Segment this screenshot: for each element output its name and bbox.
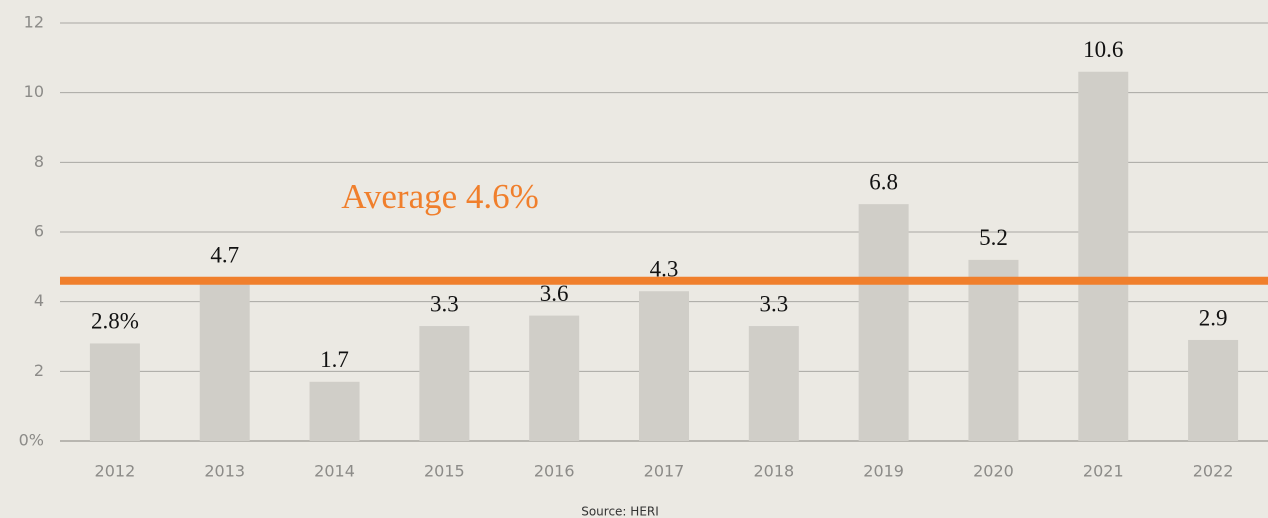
- data-label: 6.8: [869, 169, 898, 194]
- x-tick-label: 2019: [863, 462, 904, 481]
- data-label: 1.7: [320, 347, 349, 372]
- y-tick-label: 2: [34, 361, 44, 380]
- bar: [968, 259, 1019, 441]
- data-label: 10.6: [1083, 37, 1123, 62]
- y-tick-label: 8: [34, 152, 44, 171]
- x-tick-label: 2022: [1193, 462, 1234, 481]
- y-tick-label: 10: [24, 82, 44, 101]
- bar: [639, 291, 689, 441]
- bar: [89, 343, 140, 441]
- data-label: 3.6: [540, 281, 569, 306]
- x-tick-label: 2021: [1083, 462, 1124, 481]
- data-label: 2.8%: [91, 309, 139, 334]
- data-label: 3.3: [430, 291, 459, 316]
- data-label: 3.3: [759, 291, 788, 316]
- x-tick-label: 2020: [973, 462, 1014, 481]
- bar: [858, 204, 909, 441]
- bar: [419, 326, 470, 441]
- bar: [529, 315, 580, 441]
- x-tick-label: 2014: [314, 462, 355, 481]
- data-label: 4.7: [210, 243, 239, 268]
- y-tick-label: 0%: [19, 431, 44, 450]
- y-tick-label: 6: [34, 222, 44, 241]
- source-note: Source: HERI: [581, 505, 659, 518]
- x-tick-label: 2015: [424, 462, 465, 481]
- bar: [309, 381, 360, 441]
- y-tick-label: 4: [34, 291, 44, 310]
- bar: [1078, 71, 1129, 442]
- data-label: 2.9: [1199, 305, 1228, 330]
- y-tick-label: 12: [24, 13, 44, 32]
- x-tick-label: 2017: [644, 462, 685, 481]
- average-label: Average 4.6%: [341, 177, 539, 216]
- x-tick-label: 2012: [95, 462, 136, 481]
- bar: [1188, 339, 1239, 441]
- x-tick-label: 2013: [204, 462, 245, 481]
- data-label: 5.2: [979, 225, 1008, 250]
- bar: [748, 326, 799, 441]
- x-tick-label: 2016: [534, 462, 575, 481]
- x-tick-label: 2018: [753, 462, 794, 481]
- bar: [199, 277, 250, 441]
